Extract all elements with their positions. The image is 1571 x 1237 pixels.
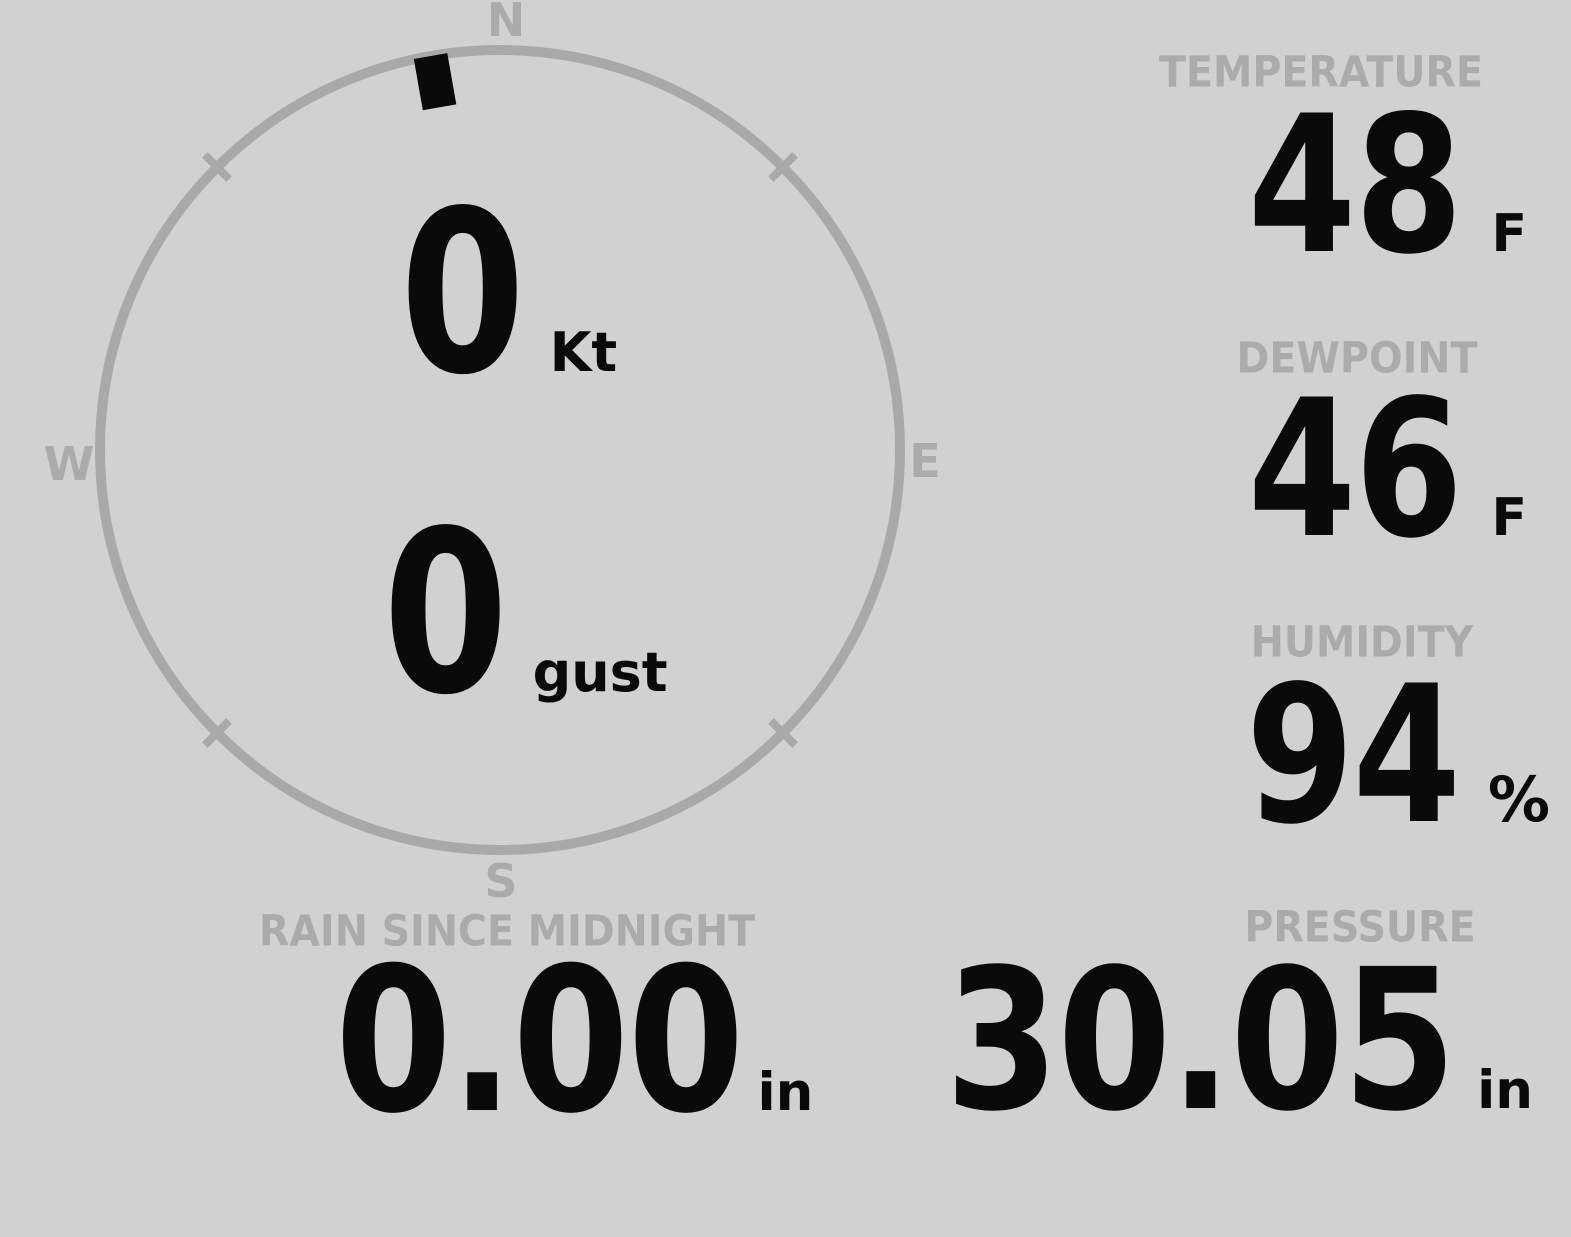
compass-dial-ring [95,45,905,855]
compass-cardinal-west: W [43,437,95,491]
pressure-value: 30.05 [945,927,1456,1154]
dewpoint-value: 46 [1247,359,1463,580]
dewpoint-unit: F [1491,488,1527,548]
humidity-unit: % [1487,763,1550,836]
temperature-label: TEMPERATURE [1159,47,1483,98]
pressure-unit: in [1477,1060,1533,1121]
wind-speed-value: 0 [400,163,525,425]
temperature-readout: 48 F [1201,91,1527,281]
humidity-value: 94 [1246,645,1461,866]
wind-speed-unit: Kt [549,321,618,384]
rain-since-midnight-unit: in [757,1062,814,1123]
pressure-readout: 30.05 in [848,943,1533,1138]
temperature-unit: F [1491,204,1527,264]
wind-gust-readout: 0 gust [383,502,668,727]
dewpoint-readout: 46 F [1201,375,1527,565]
rain-since-midnight-label: RAIN SINCE MIDNIGHT [258,906,756,957]
humidity-label: HUMIDITY [1250,617,1474,668]
rain-since-midnight-value: 0.00 [335,925,744,1158]
pressure-label: PRESSURE [1244,902,1476,953]
humidity-readout: 94 % [1199,661,1550,851]
wind-gust-unit: gust [532,641,668,704]
wind-gust-value: 0 [383,483,508,745]
rain-since-midnight-readout: 0.00 in [335,942,813,1142]
compass-cardinal-south: S [484,854,518,908]
dewpoint-label: DEWPOINT [1236,333,1478,384]
compass-cardinal-north: N [486,0,526,47]
wind-speed-readout: 0 Kt [400,182,617,407]
temperature-value: 48 [1247,75,1463,296]
compass-cardinal-east: E [909,434,941,488]
